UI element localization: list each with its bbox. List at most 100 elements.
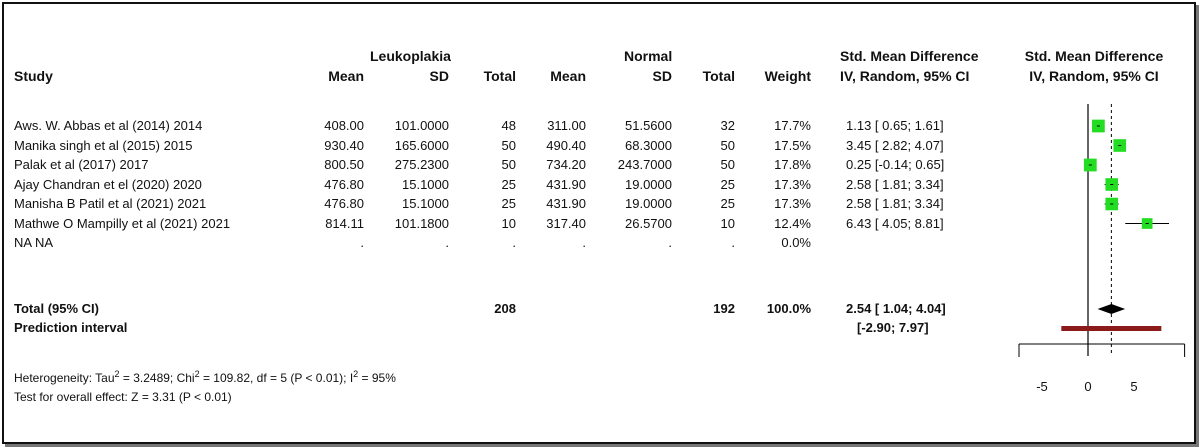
cell-sd1: 165.6000: [394, 137, 449, 153]
total-n2: 192: [713, 301, 735, 316]
cell-weight: 17.3%: [774, 176, 811, 192]
cell-n2: 50: [720, 157, 735, 172]
cell-n1: 48: [501, 118, 516, 133]
cell-study: Ajay Chandran et el (2020) 2020: [14, 176, 202, 192]
cell-sd2: 243.7000: [617, 157, 672, 172]
cell-m1: 408.00: [324, 118, 364, 133]
cell-study: Palak et al (2017) 2017: [14, 157, 149, 172]
cell-n1: .: [512, 235, 516, 250]
cell-study: Aws. W. Abbas et al (2014) 2014: [14, 118, 203, 133]
header-group1: Leukoplakia: [370, 48, 451, 64]
cell-m1: 930.40: [324, 137, 364, 153]
cell-sd1: 275.2300: [394, 157, 449, 172]
cell-m2: .: [582, 235, 586, 250]
header-total2: Total: [702, 68, 735, 84]
study-square: [1083, 158, 1097, 172]
cell-m2: 734.20: [546, 157, 586, 172]
header-total1: Total: [483, 68, 516, 84]
cell-m1: 476.80: [324, 176, 364, 192]
het-sup-1: 2: [114, 369, 120, 379]
cell-weight: 17.3%: [774, 196, 811, 211]
total-n1: 208: [494, 301, 516, 316]
het-part-b: = 3.2489; Chi: [119, 371, 195, 385]
study-square: [1141, 218, 1153, 229]
header-study: Study: [14, 68, 53, 84]
cell-study: Mathwe O Mampilly et al (2021) 2021: [14, 215, 231, 231]
header-sd1: SD: [429, 68, 449, 84]
cell-m1: 800.50: [324, 157, 364, 172]
study-square: [1113, 139, 1127, 152]
study-square: [1092, 119, 1105, 133]
cell-sd2: .: [668, 235, 672, 250]
cell-sd2: 19.0000: [625, 196, 672, 211]
cell-ci: 2.58 [ 1.81; 3.34]: [846, 196, 944, 211]
x-tick-label: -5: [1036, 379, 1048, 394]
cell-m2: 431.90: [546, 196, 586, 211]
cell-m2: 317.40: [546, 215, 586, 231]
het-sup-3: 2: [353, 369, 359, 379]
header-mean1: Mean: [328, 68, 364, 84]
total-ci: 2.54 [ 1.04; 4.04]: [846, 301, 946, 316]
cell-n1: 10: [501, 215, 516, 231]
cell-n1: 50: [501, 137, 516, 153]
cell-n2: .: [731, 235, 735, 250]
cell-weight: 0.0%: [781, 235, 811, 250]
cell-n2: 25: [720, 196, 735, 211]
cell-m1: .: [360, 235, 364, 250]
cell-sd1: .: [445, 235, 449, 250]
x-tick-label: 0: [1084, 379, 1091, 394]
cell-sd1: 15.1000: [402, 196, 449, 211]
cell-sd2: 51.5600: [625, 118, 672, 133]
cell-ci: 3.45 [ 2.82; 4.07]: [846, 137, 944, 153]
header-effect-line2: IV, Random, 95% CI: [840, 68, 970, 84]
het-part-a: Heterogeneity: Tau: [14, 371, 115, 385]
cell-sd2: 19.0000: [625, 176, 672, 192]
cell-sd1: 15.1000: [402, 176, 449, 192]
cell-ci: 6.43 [ 4.05; 8.81]: [846, 215, 944, 231]
header-group2: Normal: [624, 48, 673, 64]
study-square: [1105, 197, 1119, 211]
cell-n2: 25: [720, 176, 735, 192]
header-plot-line2: IV, Random, 95% CI: [1029, 68, 1159, 84]
het-sup-2: 2: [194, 369, 200, 379]
cell-m2: 490.40: [546, 137, 586, 153]
cell-n1: 25: [501, 196, 516, 211]
cell-n1: 25: [501, 176, 516, 192]
cell-weight: 17.5%: [774, 137, 811, 153]
cell-weight: 12.4%: [774, 215, 811, 231]
header-plot-line1: Std. Mean Difference: [1024, 48, 1164, 64]
cell-weight: 17.8%: [774, 157, 811, 172]
het-part-c: = 109.82, df = 5 (P < 0.01); I: [199, 371, 354, 385]
prediction-label: Prediction interval: [14, 320, 128, 335]
cell-n2: 10: [720, 215, 735, 231]
cell-m2: 431.90: [546, 176, 586, 192]
cell-ci: 0.25 [-0.14; 0.65]: [846, 157, 945, 172]
cell-m2: 311.00: [547, 118, 586, 133]
cell-m1: 814.11: [325, 215, 364, 231]
cell-sd2: 26.5700: [625, 215, 672, 231]
cell-sd2: 68.3000: [625, 137, 672, 153]
cell-study: NA NA: [14, 235, 54, 250]
cell-study: Manisha B Patil et al (2021) 2021: [14, 196, 207, 211]
cell-m1: 476.80: [324, 196, 364, 211]
cell-ci: 2.58 [ 1.81; 3.34]: [846, 176, 944, 192]
cell-n2: 32: [720, 118, 735, 133]
header-weight: Weight: [764, 68, 811, 84]
header-sd2: SD: [652, 68, 672, 84]
heterogeneity-text: Heterogeneity: Tau2 = 3.2489; Chi2 = 109…: [14, 370, 396, 386]
cell-n2: 50: [720, 137, 735, 153]
header-mean2: Mean: [550, 68, 586, 84]
cell-weight: 17.7%: [774, 118, 811, 133]
x-tick-label: 5: [1130, 379, 1137, 394]
total-weight: 100.0%: [766, 301, 811, 316]
cell-sd1: 101.0000: [394, 118, 449, 133]
het-part-d: = 95%: [358, 371, 396, 385]
prediction-interval-bar: [1061, 326, 1162, 331]
cell-sd1: 101.1800: [394, 215, 449, 231]
total-label: Total (95% CI): [14, 301, 99, 316]
study-square: [1105, 178, 1119, 191]
cell-n1: 50: [501, 157, 516, 172]
cell-study: Manika singh et al (2015) 2015: [14, 137, 193, 153]
prediction-ci: [-2.90; 7.97]: [857, 320, 929, 335]
